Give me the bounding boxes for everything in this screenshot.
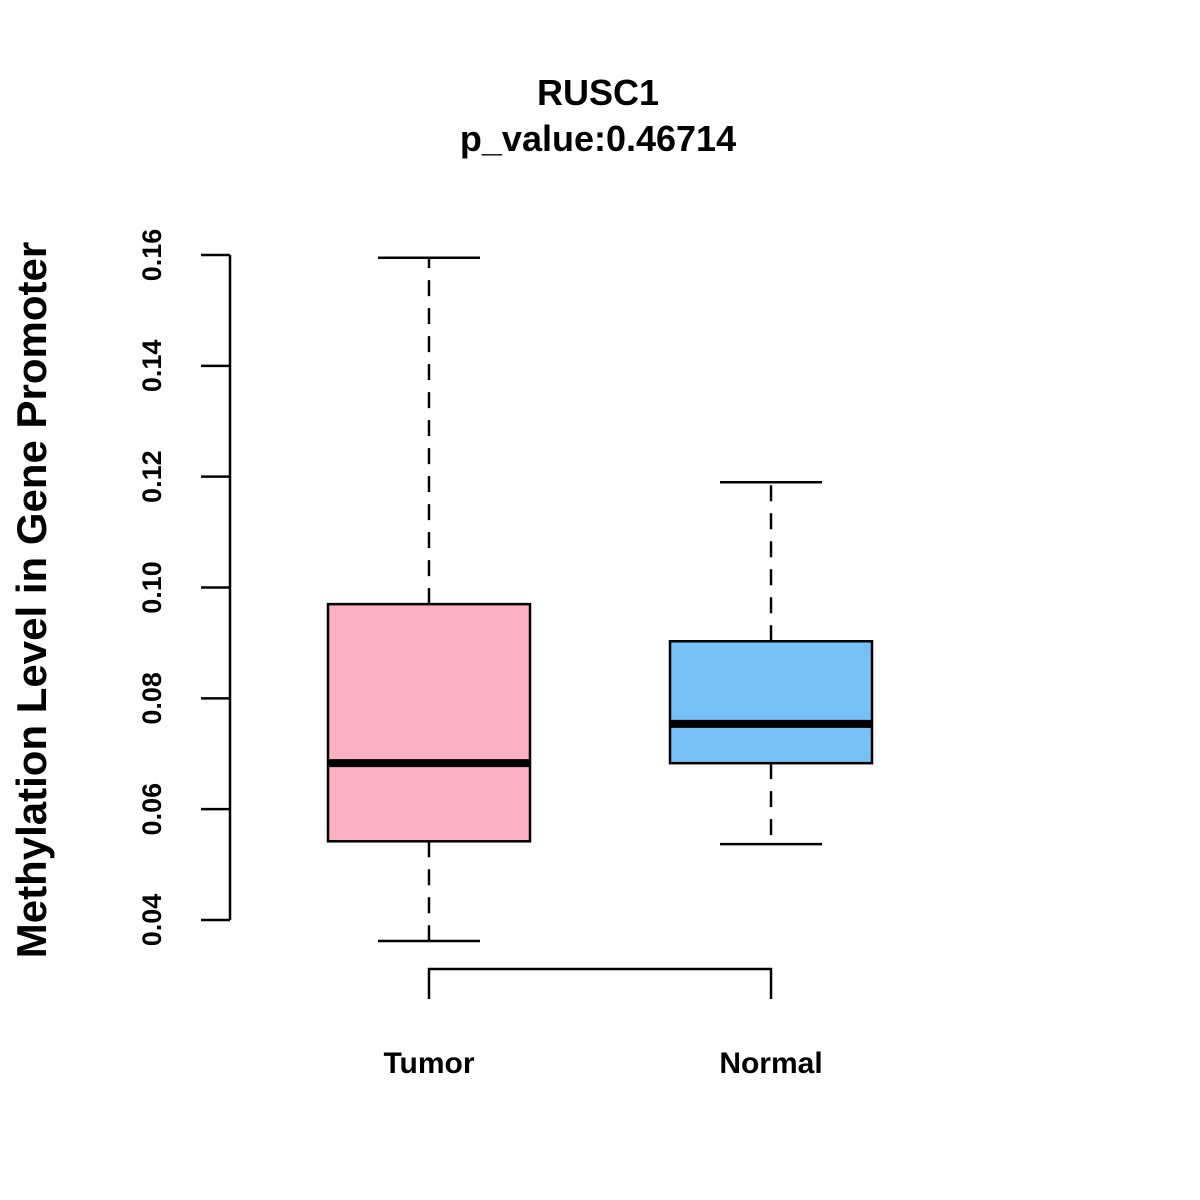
x-axis-labels: Tumor Normal (383, 1047, 822, 1080)
y-tick-label: 0.08 (137, 672, 167, 725)
y-tick-label: 0.14 (137, 340, 167, 393)
bracket-line (427, 967, 773, 999)
y-axis: 0.04 0.06 0.08 0.10 0.12 0.14 0.16 (137, 229, 232, 947)
y-axis-label: Methylation Level in Gene Promoter (8, 242, 55, 958)
comparison-bracket (427, 967, 773, 999)
y-tick-label: 0.12 (137, 450, 167, 503)
tumor-box (326, 602, 532, 843)
normal-box (668, 640, 874, 765)
x-tick-label-normal: Normal (719, 1047, 822, 1080)
chart-subtitle: p_value:0.46714 (460, 118, 736, 159)
boxes-group (326, 256, 874, 943)
y-tick-label: 0.10 (137, 561, 167, 614)
chart-title: RUSC1 (537, 72, 659, 113)
y-tick-label: 0.06 (137, 783, 167, 836)
y-tick-label: 0.16 (137, 229, 167, 282)
y-tick-label: 0.04 (137, 894, 167, 947)
x-tick-label-tumor: Tumor (383, 1047, 474, 1080)
